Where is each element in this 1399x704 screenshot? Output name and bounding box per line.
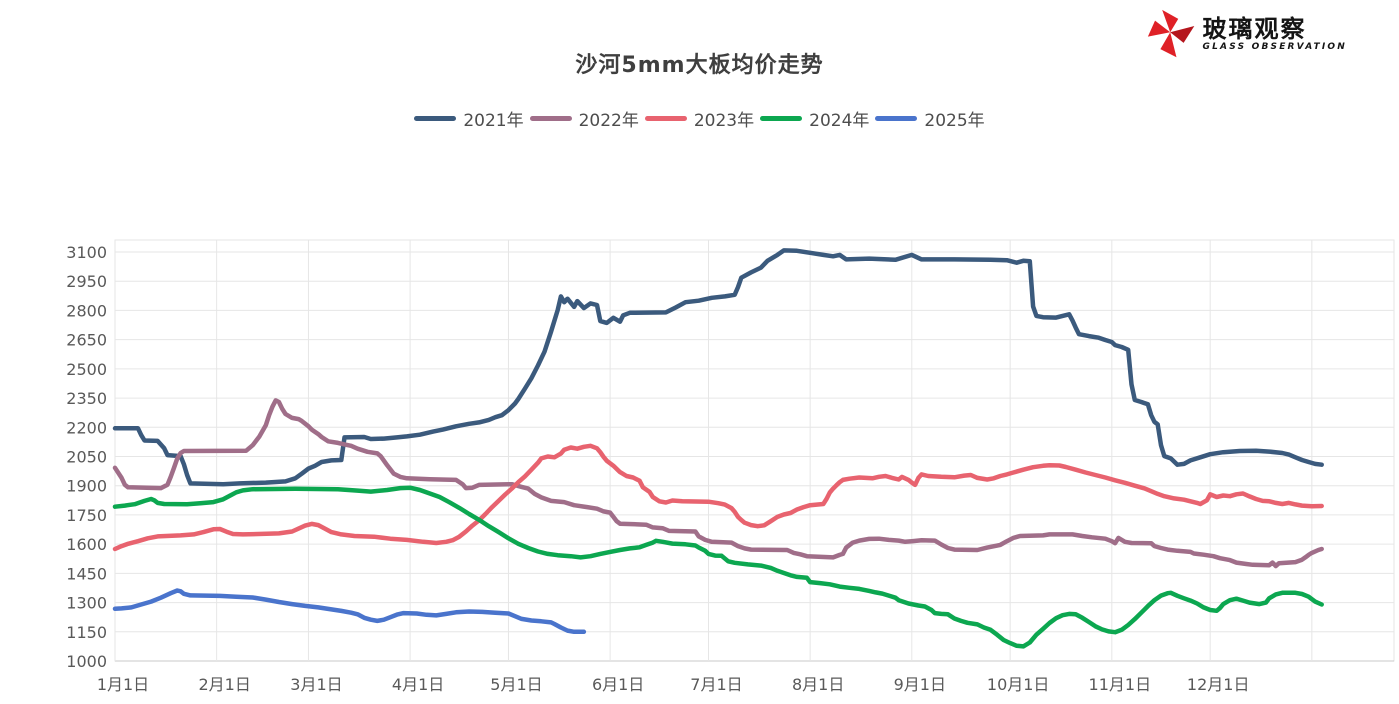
x-axis-label: 6月1日 (592, 675, 644, 694)
x-axis-label: 9月1日 (894, 675, 946, 694)
legend-swatch (644, 116, 687, 121)
x-axis-label: 10月1日 (987, 675, 1050, 694)
legend-item-2025年[interactable]: 2025年 (875, 106, 985, 131)
axis-labels-group: 1000 1150 1300 1450 1600 1750 1900 2050 2200 2350… (66, 243, 1249, 694)
legend-item-2021年[interactable]: 2021年 (414, 106, 524, 131)
logo-star-icon (1147, 9, 1194, 58)
series-line-2024年 (112, 485, 1324, 649)
legend-item-2024年[interactable]: 2024年 (760, 106, 869, 131)
y-axis-label: 1750 (66, 506, 107, 525)
y-axis-label: 2950 (66, 272, 107, 291)
x-axis-label: 11月1日 (1089, 675, 1152, 694)
legend-label: 2021年 (463, 111, 524, 131)
plot-border (114, 239, 1395, 662)
y-axis-label: 1000 (66, 652, 107, 671)
y-axis-label: 1900 (66, 477, 107, 496)
y-axis-label: 2200 (66, 418, 107, 437)
legend-swatch (760, 116, 803, 121)
y-axis-label: 1300 (66, 594, 107, 613)
chart-legend: 2021年 2022年 2023年 2024年 2025年 (0, 106, 1399, 131)
x-axis-label: 7月1日 (690, 675, 742, 694)
x-axis-label: 5月1日 (490, 675, 542, 694)
logo-brand-en: GLASS OBSERVATION (1202, 41, 1347, 52)
series-line-2025年 (112, 588, 587, 635)
x-axis-label: 4月1日 (392, 675, 444, 694)
y-axis-label: 1450 (66, 564, 107, 583)
chart-title: 沙河5mm大板均价走势 (575, 53, 824, 78)
logo-brand-cn: 玻璃观察 (1202, 14, 1307, 43)
x-axis-label: 12月1日 (1187, 675, 1250, 694)
legend-item-2023年[interactable]: 2023年 (644, 106, 755, 131)
legend-swatch (414, 116, 457, 121)
legend-item-2022年[interactable]: 2022年 (529, 106, 639, 131)
logo-text: 玻璃观察 GLASS OBSERVATION (1203, 16, 1347, 53)
y-axis-label: 2500 (66, 360, 107, 379)
legend-label: 2023年 (693, 111, 755, 131)
legend-label: 2022年 (578, 111, 639, 131)
legend-swatch (529, 116, 572, 121)
x-axis-label: 3月1日 (290, 675, 342, 694)
y-axis-label: 2650 (66, 331, 107, 350)
y-axis-label: 2800 (66, 301, 107, 320)
gridlines-group (114, 239, 1395, 662)
series-line-2022年 (112, 398, 1324, 569)
y-axis-label: 2050 (66, 448, 107, 467)
series-line-2023年 (112, 443, 1324, 552)
legend-swatch (875, 116, 918, 121)
x-axis-label: 8月1日 (792, 675, 844, 694)
x-axis-label: 2月1日 (198, 675, 250, 694)
y-axis-label: 1600 (66, 535, 107, 554)
series-line-2021年 (112, 248, 1324, 487)
legend-label: 2025年 (924, 111, 985, 131)
y-axis-label: 2350 (66, 389, 107, 408)
y-axis-label: 3100 (66, 243, 107, 262)
x-axis-label: 1月1日 (97, 675, 149, 694)
legend-label: 2024年 (809, 111, 870, 131)
y-axis-label: 1150 (66, 623, 107, 642)
logo: 玻璃观察 GLASS OBSERVATION (1147, 8, 1347, 60)
series-group (112, 248, 1324, 649)
